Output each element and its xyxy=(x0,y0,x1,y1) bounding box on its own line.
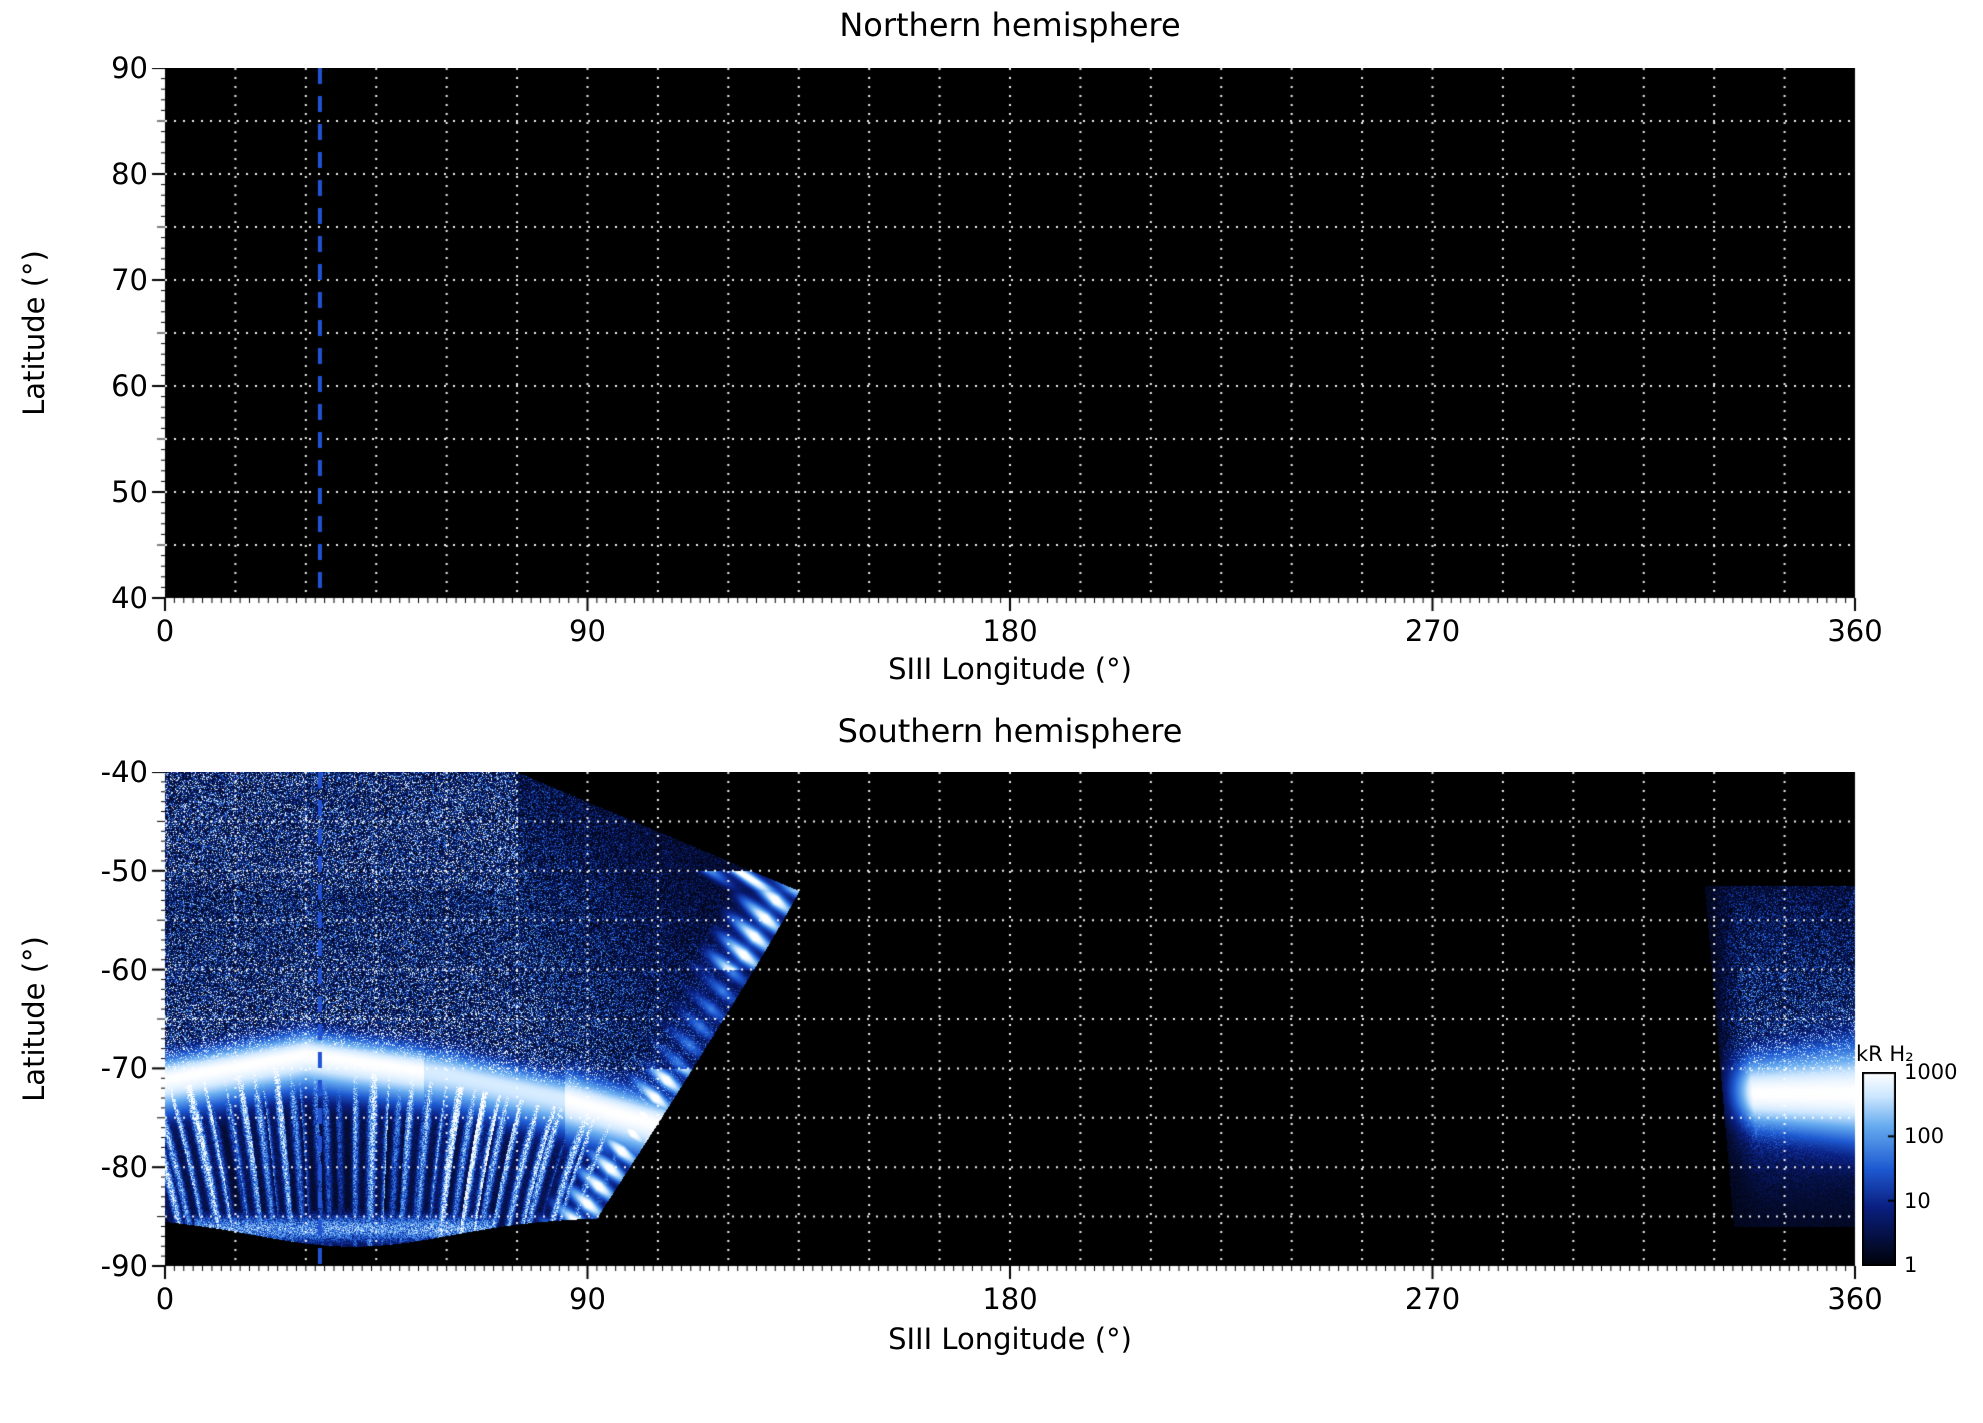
y-tick-label: 70 xyxy=(111,263,148,297)
y-tick-label: -70 xyxy=(100,1051,148,1086)
y-tick-label: -50 xyxy=(100,853,148,888)
north-plot-canvas xyxy=(143,68,1857,624)
south-x-axis-label: SIII Longitude (°) xyxy=(888,1322,1132,1356)
x-tick-label: 180 xyxy=(982,614,1038,648)
y-tick-label: -90 xyxy=(100,1249,148,1283)
south-panel-title: Southern hemisphere xyxy=(837,712,1183,750)
y-tick-label: 40 xyxy=(111,581,148,615)
colorbar-label: kR H₂ xyxy=(1856,1042,1914,1066)
colorbar-tick-label: 10 xyxy=(1904,1188,1931,1213)
x-tick-label: 270 xyxy=(1404,1282,1461,1316)
colorbar-tick-label: 1 xyxy=(1904,1253,1918,1277)
y-tick-label: -80 xyxy=(100,1150,148,1185)
x-tick-label: 270 xyxy=(1404,614,1461,648)
x-tick-label: 180 xyxy=(982,1282,1038,1316)
south-plot-canvas xyxy=(143,772,1857,1292)
north-x-axis-label: SIII Longitude (°) xyxy=(888,652,1132,686)
x-tick-label: 90 xyxy=(569,1282,606,1316)
x-tick-label: 360 xyxy=(1827,614,1883,648)
x-tick-label: 0 xyxy=(155,1282,175,1316)
y-tick-label: 90 xyxy=(111,51,148,85)
north-panel-title: Northern hemisphere xyxy=(839,6,1181,44)
colorbar-tick-label: 1000 xyxy=(1904,1060,1958,1084)
x-tick-label: 90 xyxy=(569,614,606,648)
y-tick-label: 50 xyxy=(111,475,148,509)
x-tick-label: 360 xyxy=(1827,1282,1883,1316)
y-tick-label: -40 xyxy=(100,755,148,789)
y-tick-label: 60 xyxy=(111,369,148,403)
colorbar-gradient xyxy=(1862,1072,1896,1266)
y-tick-label: 80 xyxy=(111,157,148,191)
colorbar-tick-label: 100 xyxy=(1904,1124,1945,1149)
x-tick-label: 0 xyxy=(155,614,175,648)
y-tick-label: -60 xyxy=(100,952,148,987)
